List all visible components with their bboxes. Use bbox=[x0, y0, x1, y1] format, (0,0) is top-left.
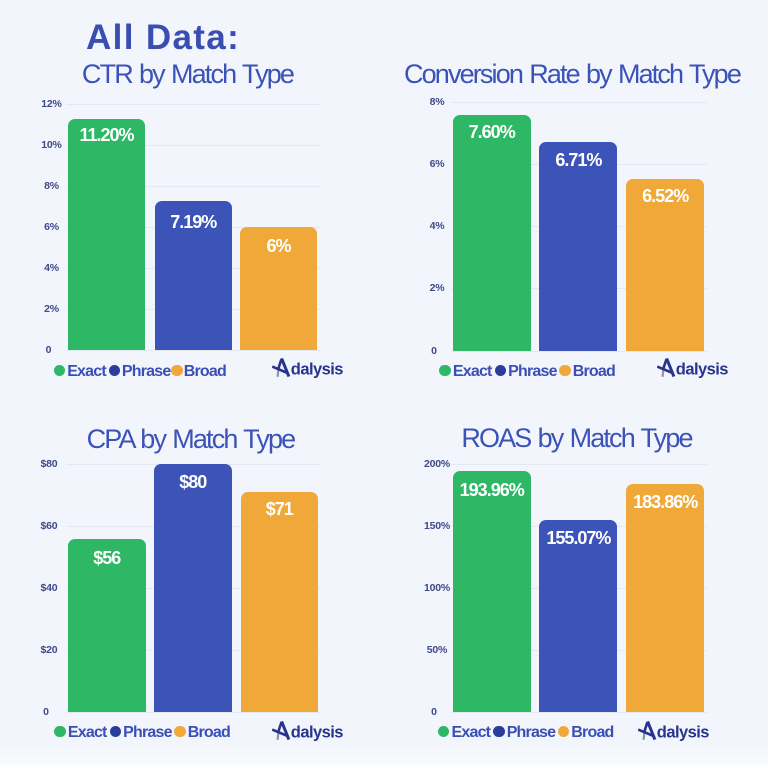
svg-text:dalysis: dalysis bbox=[676, 360, 728, 378]
svg-text:dalysis: dalysis bbox=[291, 360, 343, 378]
svg-text:dalysis: dalysis bbox=[657, 723, 709, 741]
svg-text:dalysis: dalysis bbox=[291, 723, 343, 741]
